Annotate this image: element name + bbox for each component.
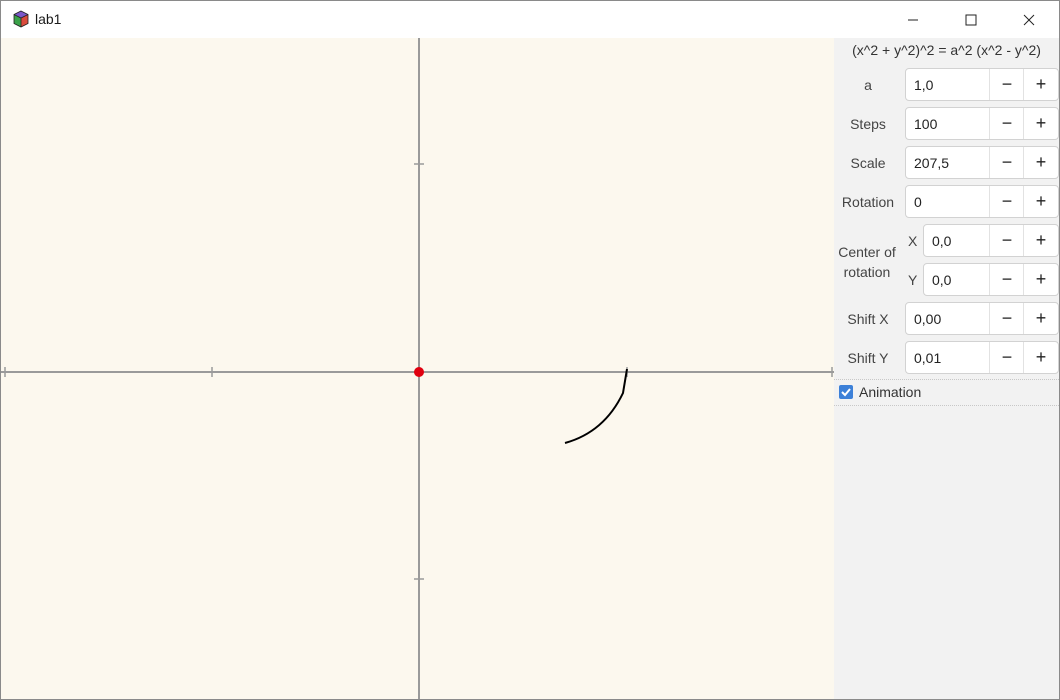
close-icon [1023, 14, 1035, 25]
center-x-label: X [908, 233, 918, 249]
shift-x-decrement-button[interactable]: − [989, 303, 1024, 334]
lemniscate-curve [564, 368, 628, 444]
scale-increment-button[interactable]: + [1023, 147, 1058, 178]
shift-x-label: Shift X [847, 311, 889, 327]
shift-y-label: Shift Y [847, 350, 889, 366]
animation-checkbox[interactable] [839, 385, 853, 399]
shift-x-spinbox[interactable]: 0,00 − + [905, 302, 1059, 335]
center-y-decrement-button[interactable]: − [989, 264, 1024, 295]
a-decrement-button[interactable]: − [989, 69, 1024, 100]
scale-decrement-button[interactable]: − [989, 147, 1024, 178]
rotation-value[interactable]: 0 [914, 194, 922, 210]
minimize-icon [908, 19, 918, 20]
plot-svg [1, 38, 834, 699]
steps-decrement-button[interactable]: − [989, 108, 1024, 139]
shift-y-decrement-button[interactable]: − [989, 342, 1024, 373]
formula-label: (x^2 + y^2)^2 = a^2 (x^2 - y^2) [852, 42, 1041, 58]
close-button[interactable] [1006, 1, 1052, 38]
scale-spinbox[interactable]: 207,5 − + [905, 146, 1059, 179]
steps-spinbox[interactable]: 100 − + [905, 107, 1059, 140]
center-x-value[interactable]: 0,0 [932, 233, 952, 249]
center-of-rotation-label: Center of rotation [838, 244, 896, 280]
origin-point [414, 367, 424, 377]
shift-y-spinbox[interactable]: 0,01 − + [905, 341, 1059, 374]
center-y-value[interactable]: 0,0 [932, 272, 952, 288]
parameters-panel: (x^2 + y^2)^2 = a^2 (x^2 - y^2) a 1,0 − … [834, 38, 1059, 699]
center-y-label: Y [908, 272, 918, 288]
animation-label: Animation [859, 384, 922, 400]
plot-canvas[interactable] [1, 38, 834, 699]
scale-value[interactable]: 207,5 [914, 155, 950, 171]
center-y-spinbox[interactable]: 0,0 − + [923, 263, 1059, 296]
steps-value[interactable]: 100 [914, 116, 938, 132]
rotation-increment-button[interactable]: + [1023, 186, 1058, 217]
checkmark-icon [841, 388, 851, 397]
shift-y-increment-button[interactable]: + [1023, 342, 1058, 373]
rotation-spinbox[interactable]: 0 − + [905, 185, 1059, 218]
shift-x-value[interactable]: 0,00 [914, 311, 942, 327]
maximize-icon [965, 14, 977, 25]
window-title: lab1 [35, 11, 62, 27]
a-spinbox[interactable]: 1,0 − + [905, 68, 1059, 101]
shift-x-increment-button[interactable]: + [1023, 303, 1058, 334]
rotation-decrement-button[interactable]: − [989, 186, 1024, 217]
center-x-spinbox[interactable]: 0,0 − + [923, 224, 1059, 257]
steps-label: Steps [850, 116, 886, 132]
scale-label: Scale [850, 155, 886, 171]
a-increment-button[interactable]: + [1023, 69, 1058, 100]
a-value[interactable]: 1,0 [914, 77, 934, 93]
minimize-button[interactable] [890, 1, 936, 38]
center-x-increment-button[interactable]: + [1023, 225, 1058, 256]
a-label: a [864, 77, 872, 93]
shift-y-value[interactable]: 0,01 [914, 350, 942, 366]
title-bar[interactable]: lab1 [1, 1, 1059, 38]
animation-toggle[interactable]: Animation [834, 379, 1059, 406]
center-y-increment-button[interactable]: + [1023, 264, 1058, 295]
app-cube-icon [13, 10, 29, 28]
maximize-button[interactable] [948, 1, 994, 38]
rotation-label: Rotation [841, 194, 895, 210]
center-x-decrement-button[interactable]: − [989, 225, 1024, 256]
steps-increment-button[interactable]: + [1023, 108, 1058, 139]
